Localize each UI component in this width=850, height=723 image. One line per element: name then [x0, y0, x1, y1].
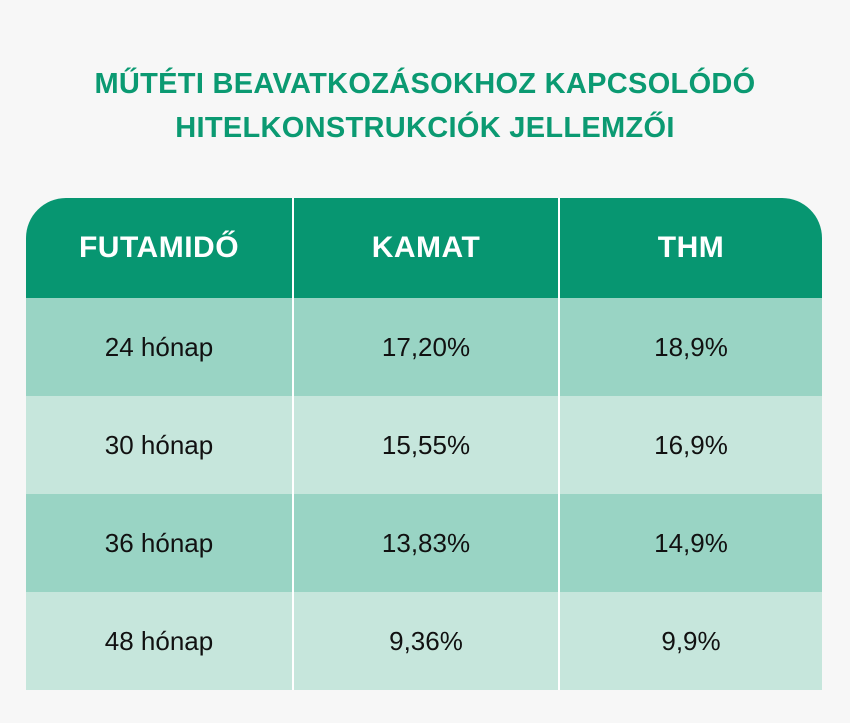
- table-row: 48 hónap 9,36% 9,9%: [26, 592, 822, 690]
- cell-thm: 9,9%: [558, 592, 822, 690]
- cell-thm: 16,9%: [558, 396, 822, 494]
- table-row: 36 hónap 13,83% 14,9%: [26, 494, 822, 592]
- cell-term: 48 hónap: [104, 625, 214, 656]
- cell-interest: 17,20%: [292, 298, 558, 396]
- table-header: FUTAMIDŐ KAMAT THM: [26, 198, 822, 298]
- cell-interest: 13,83%: [292, 494, 558, 592]
- table-row: 30 hónap 15,55% 16,9%: [26, 396, 822, 494]
- cell-term: 24 hónap: [104, 331, 214, 362]
- header-thm: THM: [558, 198, 822, 298]
- table-row: 24 hónap 17,20% 18,9%: [26, 298, 822, 396]
- title-line-1: MŰTÉTI BEAVATKOZÁSOKHOZ KAPCSOLÓDÓ: [94, 68, 756, 100]
- header-kamat: KAMAT: [292, 198, 558, 298]
- header-futamido: FUTAMIDŐ: [78, 231, 240, 264]
- cell-interest: 9,36%: [292, 592, 558, 690]
- cell-thm: 18,9%: [558, 298, 822, 396]
- cell-term: 36 hónap: [104, 527, 214, 558]
- page-title: MŰTÉTI BEAVATKOZÁSOKHOZ KAPCSOLÓDÓ HITEL…: [0, 62, 850, 150]
- cell-term: 30 hónap: [104, 429, 214, 460]
- cell-thm: 14,9%: [558, 494, 822, 592]
- loan-terms-table: FUTAMIDŐ KAMAT THM 24 hónap 17,20% 18,9%…: [26, 198, 822, 690]
- title-line-2: HITELKONSTRUKCIÓK JELLEMZŐI: [175, 112, 675, 144]
- cell-interest: 15,55%: [292, 396, 558, 494]
